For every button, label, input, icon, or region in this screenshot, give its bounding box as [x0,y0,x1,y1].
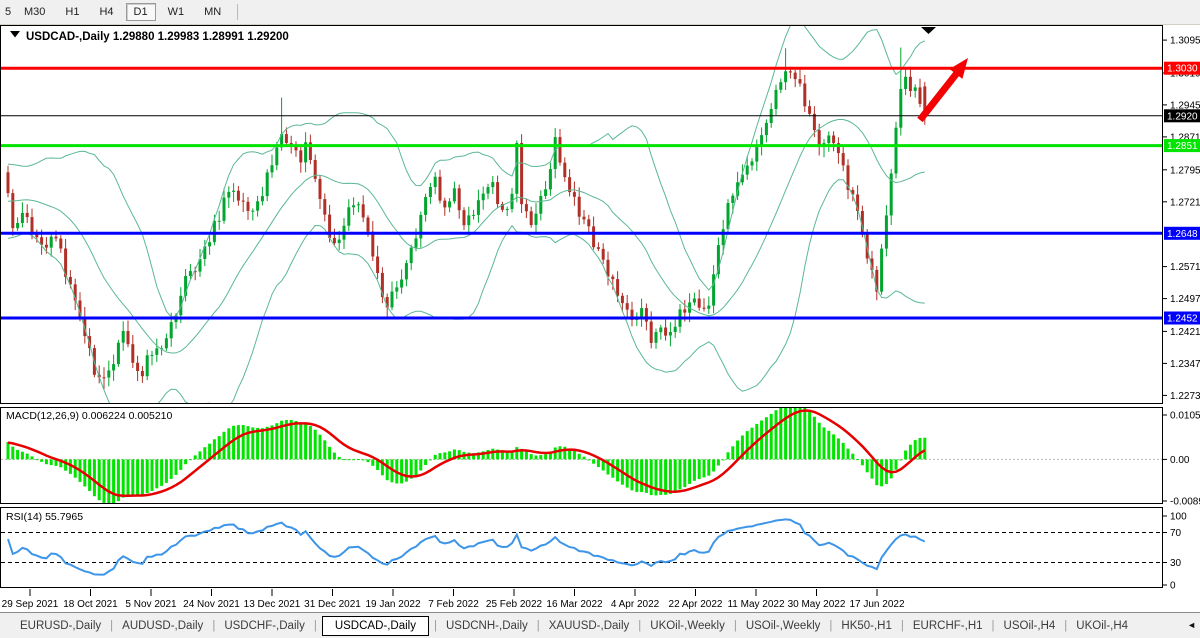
svg-text:30: 30 [1170,558,1182,569]
tab-separator: | [433,620,437,632]
date-axis[interactable]: 29 Sep 2021 18 Oct 2021 5 Nov 2021 24 Nov 2… [2,589,905,610]
svg-text:17 Jun 2022: 17 Jun 2022 [849,599,904,610]
tab-eurchf-h1[interactable]: EURCHF-,H1 [912,620,983,632]
svg-text:7 Feb 2022: 7 Feb 2022 [428,599,479,610]
rsi-label: RSI(14) 55.7965 [6,511,83,523]
svg-text:5 Nov 2021: 5 Nov 2021 [125,599,177,610]
tab-eurusd-daily[interactable]: EURUSD-,Daily [20,620,102,632]
macd-signal-line [7,409,926,498]
timeframe-button-w1[interactable]: W1 [167,6,185,18]
toolbar-separator [237,4,239,20]
svg-text:13 Dec 2021: 13 Dec 2021 [244,599,301,610]
svg-text:1.2452: 1.2452 [1167,314,1198,325]
tab-ukoil-weekly[interactable]: UKOil-,Weekly [650,620,725,632]
tab-hk50-h1[interactable]: HK50-,H1 [841,620,892,632]
horizontal-levels[interactable] [0,66,1163,320]
svg-text:1.2920: 1.2920 [1167,111,1198,122]
svg-text:1.2571: 1.2571 [1170,262,1200,273]
svg-text:0.01057: 0.01057 [1170,411,1200,422]
tab-separator: | [212,620,216,632]
chart-svg[interactable]: USDCAD-,Daily 1.29880 1.29983 1.28991 1.… [0,0,1200,612]
svg-text:70: 70 [1170,528,1182,539]
svg-text:16 Mar 2022: 16 Mar 2022 [546,599,603,610]
tab-separator: | [829,620,833,632]
price-axis[interactable]: 1.30951.30191.29451.28711.27951.27211.25… [1163,0,1200,612]
chart-tabs: EURUSD-,Daily | AUDUSD-,Daily | USDCHF-,Dail… [0,612,1200,638]
svg-text:1.2497: 1.2497 [1170,294,1200,305]
timeframe-button-h1[interactable]: H1 [65,6,80,18]
rsi-line [7,518,926,576]
tab-usdchf-daily[interactable]: USDCHF-,Daily [224,620,305,632]
svg-text:11 May 2022: 11 May 2022 [727,599,785,610]
tab-separator: | [733,620,737,632]
top-marker-down-triangle-icon[interactable] [921,27,936,34]
chart-stage[interactable]: USDCAD-,Daily 1.29880 1.29983 1.28991 1.… [0,0,1200,612]
svg-text:25 Feb 2022: 25 Feb 2022 [486,599,543,610]
svg-text:100: 100 [1170,512,1187,523]
svg-text:1.2273: 1.2273 [1170,391,1200,402]
svg-text:1.3095: 1.3095 [1170,36,1200,47]
pane-border-1 [0,407,1163,504]
symbol-dropdown-icon[interactable] [10,31,20,38]
timeframe-button-d1[interactable]: D1 [125,3,156,21]
svg-text:18 Oct 2021: 18 Oct 2021 [63,599,118,610]
timeframe-toolbar: 5 M30 H1 H4 D1 W1 MN [0,0,1200,25]
svg-text:24 Nov 2021: 24 Nov 2021 [183,599,240,610]
svg-text:1.2421: 1.2421 [1170,327,1200,338]
svg-text:1.2347: 1.2347 [1170,359,1200,370]
timeframe-button-m30[interactable]: M30 [24,6,46,18]
rsi-levels [1,532,1162,563]
pane-border-2 [0,507,1163,588]
tab-usoil-weekly[interactable]: USOil-,Weekly [745,620,821,632]
tab-usdcad-daily[interactable]: USDCAD-,Daily [321,616,429,636]
tabs-scroll-left-icon[interactable]: ◄ [1187,620,1196,630]
timeframe-button-h4[interactable]: H4 [99,6,114,18]
tab-separator: | [313,620,317,632]
svg-text:-0.0089: -0.0089 [1170,497,1200,508]
tab-usdcnh-daily[interactable]: USDCNH-,Daily [445,620,528,632]
tab-audusd-daily[interactable]: AUDUSD-,Daily [122,620,204,632]
pane-border-0 [0,25,1163,404]
svg-text:31 Dec 2021: 31 Dec 2021 [304,599,361,610]
tab-separator: | [110,620,114,632]
chart-background [0,0,1200,612]
svg-text:1.3030: 1.3030 [1167,64,1198,75]
svg-text:4 Apr 2022: 4 Apr 2022 [611,599,660,610]
svg-text:1.2795: 1.2795 [1170,165,1200,176]
tab-xauusd-daily[interactable]: XAUUSD-,Daily [548,620,630,632]
trend-arrow[interactable] [917,58,968,123]
tab-separator: | [536,620,540,632]
chart-title: USDCAD-,Daily 1.29880 1.29983 1.28991 1.… [26,31,289,43]
candlestick-series [6,47,927,390]
tab-separator: | [1064,620,1068,632]
svg-text:1.2648: 1.2648 [1167,229,1198,240]
svg-text:30 May 2022: 30 May 2022 [788,599,846,610]
svg-text:22 Apr 2022: 22 Apr 2022 [669,599,723,610]
tab-separator: | [638,620,642,632]
svg-text:1.2945: 1.2945 [1170,100,1200,111]
svg-text:19 Jan 2022: 19 Jan 2022 [365,599,420,610]
timeframe-button-mn[interactable]: MN [204,6,222,18]
svg-text:0: 0 [1170,581,1176,592]
macd-histogram [1,408,1162,503]
svg-text:29 Sep 2021: 29 Sep 2021 [2,599,59,610]
tab-separator: | [900,620,904,632]
macd-label: MACD(12,26,9) 0.006224 0.005210 [6,410,173,422]
svg-text:1.2721: 1.2721 [1170,197,1200,208]
tab-separator: | [991,620,995,632]
tab-usoil-h4[interactable]: USOil-,H4 [1003,620,1056,632]
timeframe-button-5[interactable]: 5 [5,6,12,18]
svg-text:0.00: 0.00 [1170,455,1190,466]
svg-text:1.2871: 1.2871 [1170,132,1200,143]
svg-text:1.2851: 1.2851 [1167,141,1198,152]
tab-ukoil-h4[interactable]: UKOil-,H4 [1076,620,1129,632]
chart-title-row: USDCAD-,Daily 1.29880 1.29983 1.28991 1.… [10,31,289,43]
